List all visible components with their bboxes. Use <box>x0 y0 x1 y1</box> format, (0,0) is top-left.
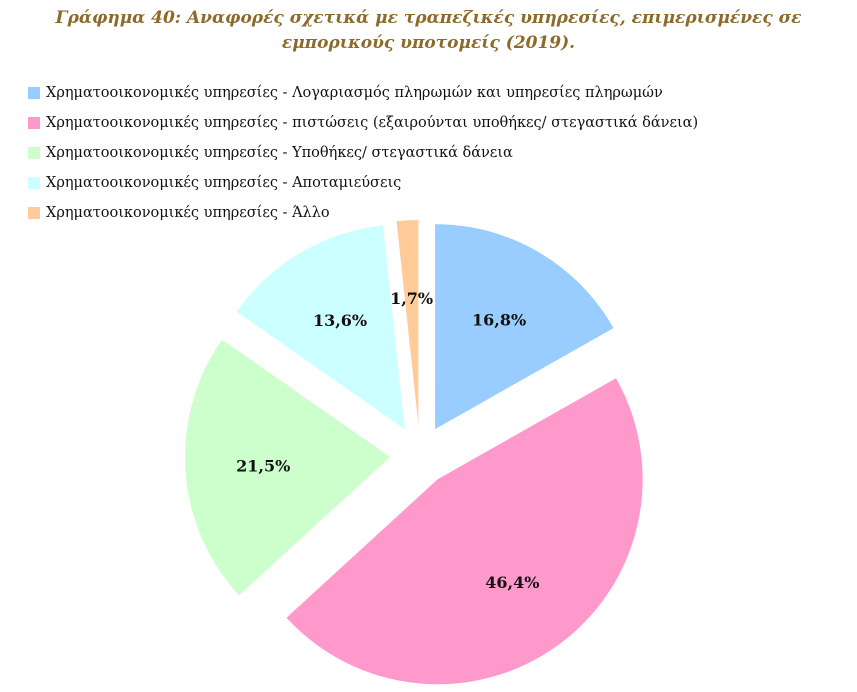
legend-swatch <box>28 177 40 189</box>
legend-swatch <box>28 87 40 99</box>
legend-item: Χρηματοοικονομικές υπηρεσίες - Λογαριασμ… <box>28 78 698 108</box>
legend-label: Χρηματοοικονομικές υπηρεσίες - πιστώσεις… <box>46 115 699 131</box>
legend-label: Χρηματοοικονομικές υπηρεσίες - Λογαριασμ… <box>46 85 663 101</box>
legend-item: Χρηματοοικονομικές υπηρεσίες - Αποταμιεύ… <box>28 168 698 198</box>
legend-swatch <box>28 207 40 219</box>
pie-slice <box>435 224 614 430</box>
pie-slice <box>236 225 405 430</box>
legend-label: Χρηματοοικονομικές υπηρεσίες - Άλλο <box>46 205 330 221</box>
slice-data-label: 1,7% <box>390 289 433 308</box>
legend-label: Χρηματοοικονομικές υπηρεσίες - Αποταμιεύ… <box>46 175 402 191</box>
legend: Χρηματοοικονομικές υπηρεσίες - Λογαριασμ… <box>28 78 698 228</box>
legend-swatch <box>28 117 40 129</box>
legend-item: Χρηματοοικονομικές υπηρεσίες - Άλλο <box>28 198 698 228</box>
pie-slice <box>185 339 391 596</box>
legend-label: Χρηματοοικονομικές υπηρεσίες - Υποθήκες/… <box>46 145 513 161</box>
pie-slice <box>286 378 643 685</box>
slice-data-label: 13,6% <box>313 311 367 330</box>
slice-data-label: 16,8% <box>472 310 526 329</box>
slice-data-label: 46,4% <box>485 573 539 592</box>
chart-title: Γράφημα 40: Αναφορές σχετικά με τραπεζικ… <box>55 8 802 53</box>
slice-data-label: 21,5% <box>236 456 290 475</box>
legend-item: Χρηματοοικονομικές υπηρεσίες - πιστώσεις… <box>28 108 698 138</box>
pie-slice <box>396 220 419 426</box>
legend-swatch <box>28 147 40 159</box>
legend-item: Χρηματοοικονομικές υπηρεσίες - Υποθήκες/… <box>28 138 698 168</box>
